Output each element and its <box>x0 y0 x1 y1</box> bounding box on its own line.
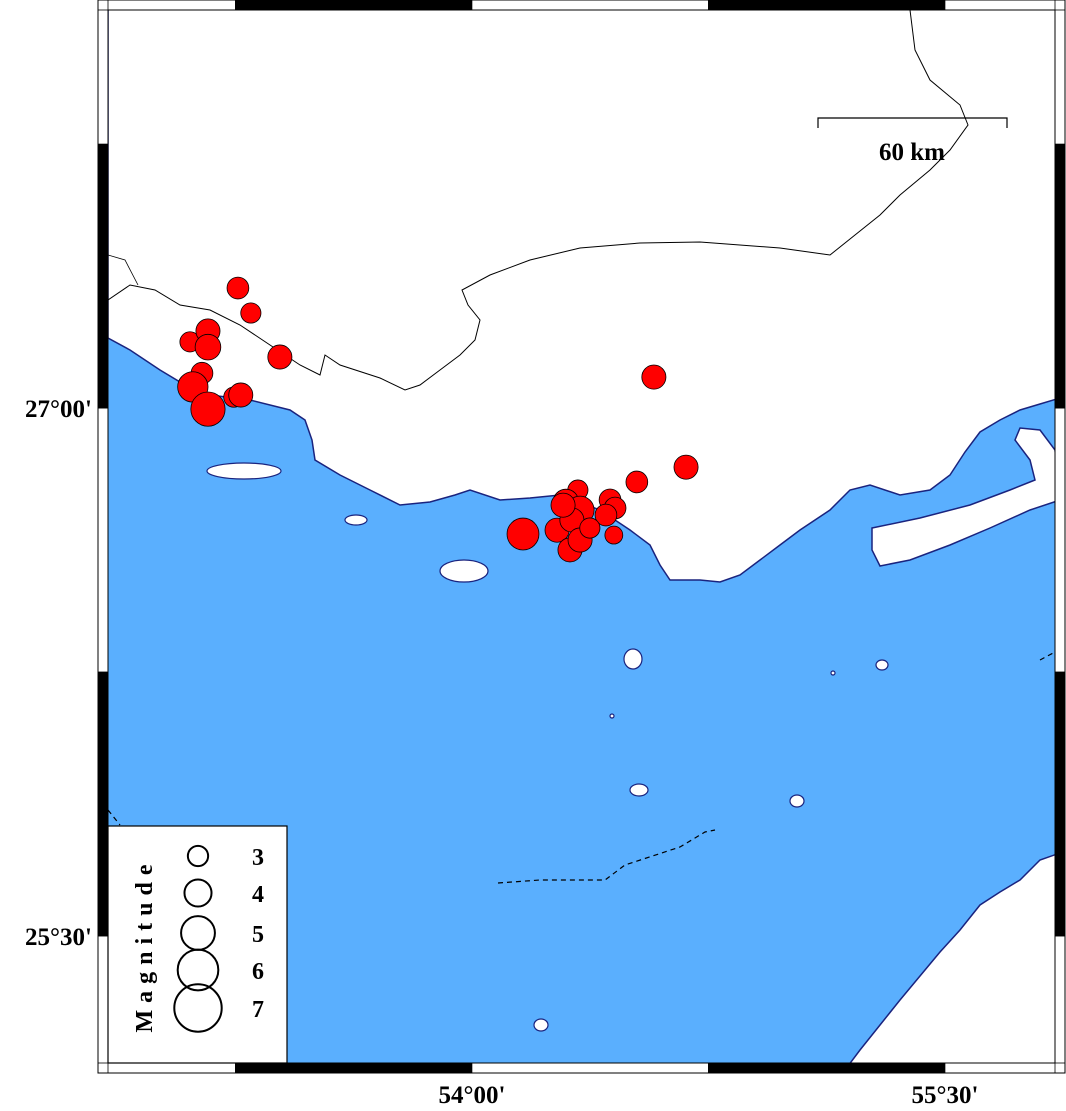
earthquake-marker <box>228 382 254 408</box>
frame-segment <box>235 1062 473 1074</box>
legend-label: 4 <box>252 882 264 908</box>
frame-segment <box>1054 407 1066 673</box>
earthquake-marker <box>226 276 250 300</box>
legend-symbol <box>186 844 210 868</box>
land-border <box>108 10 969 391</box>
frame-segment <box>708 0 946 11</box>
earthquake-marker <box>240 302 262 324</box>
legend-label: 6 <box>252 959 264 985</box>
lat-tick-label: 25°30' <box>25 924 92 951</box>
frame-segment <box>97 9 109 145</box>
scale-bar-label: 60 km <box>879 139 945 166</box>
frame-segment <box>1054 935 1066 1064</box>
frame-segment <box>471 0 709 11</box>
frame-segment <box>708 1062 946 1074</box>
earthquake-marker <box>594 503 618 527</box>
frame-segment <box>107 0 236 11</box>
frame-segment <box>944 1062 1056 1074</box>
earthquake-marker <box>604 525 624 545</box>
scale-bar: 60 km <box>817 117 1008 166</box>
legend: Magnitude 3 4 5 6 7 <box>107 825 288 1064</box>
legend-label: 5 <box>252 922 264 948</box>
frame-segment <box>944 0 1056 11</box>
frame-segment <box>97 143 109 409</box>
frame-segment <box>1054 671 1066 937</box>
frame-outline <box>97 0 1066 1074</box>
province-border <box>108 254 139 286</box>
earthquake-marker <box>550 492 576 518</box>
earthquake-marker <box>673 454 699 480</box>
legend-label: 7 <box>252 997 264 1023</box>
lon-tick-label: 55°30' <box>912 1082 979 1109</box>
maritime-boundary <box>108 651 1055 884</box>
frame-segment <box>107 1062 236 1074</box>
frame-segment <box>97 671 109 937</box>
legend-symbol <box>183 878 213 908</box>
frame-segment <box>235 0 473 11</box>
earthquake-marker <box>194 333 222 361</box>
earthquake-marker <box>641 364 667 390</box>
earthquake-marker <box>267 344 293 370</box>
islands <box>206 462 889 1032</box>
lon-tick-label: 54°00' <box>439 1082 506 1109</box>
legend-label: 3 <box>252 845 264 871</box>
lat-tick-label: 27°00' <box>25 396 92 423</box>
frame-segment <box>471 1062 709 1074</box>
legend-title: Magnitude <box>132 857 158 1032</box>
legend-symbol <box>176 948 220 992</box>
frame-segment <box>97 935 109 1064</box>
frame-segment <box>1054 9 1066 145</box>
frame-segment <box>97 407 109 673</box>
mainland-iran <box>108 10 1055 583</box>
earthquake-marker <box>190 391 226 427</box>
earthquake-marker <box>579 517 601 539</box>
qeshm-island <box>871 427 1055 567</box>
frame-segment <box>1054 143 1066 409</box>
earthquake-marker <box>625 470 649 494</box>
oman-musandam <box>849 853 1055 1063</box>
legend-symbol <box>173 983 223 1033</box>
earthquake-marker <box>506 517 540 551</box>
